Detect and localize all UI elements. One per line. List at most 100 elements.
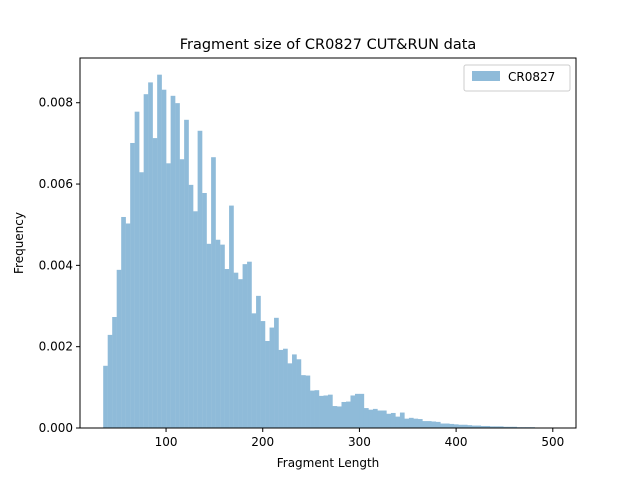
histogram-bar: [220, 245, 225, 428]
histogram-bar: [108, 335, 113, 428]
histogram-bar: [395, 417, 400, 428]
histogram-bar: [436, 422, 441, 428]
histogram-bar: [382, 411, 387, 428]
histogram-bar: [454, 424, 459, 428]
histogram-bar: [247, 262, 252, 428]
histogram-bar: [243, 264, 248, 428]
histogram-bar: [391, 413, 396, 428]
histogram-bar: [445, 424, 450, 428]
x-axis-label: Fragment Length: [277, 456, 380, 470]
chart-title: Fragment size of CR0827 CUT&RUN data: [180, 37, 477, 53]
histogram-bar: [306, 376, 311, 428]
histogram-bar: [238, 279, 243, 428]
y-axis-label: Frequency: [12, 212, 26, 274]
x-tick-label: 500: [541, 435, 564, 449]
histogram-bar: [301, 375, 306, 428]
legend-swatch: [472, 71, 500, 81]
histogram-bar: [198, 131, 203, 428]
histogram-bar: [207, 244, 212, 428]
histogram-bar: [274, 318, 279, 428]
histogram-bar: [288, 363, 293, 428]
histogram-bar: [355, 394, 360, 428]
histogram-bar: [364, 408, 369, 428]
histogram-bar: [319, 396, 324, 428]
histogram-bar: [377, 411, 382, 428]
histogram-bar: [184, 120, 189, 428]
histogram-bar: [211, 157, 216, 428]
y-axis-ticks: 0.000 0.002 0.004 0.006 0.008: [39, 96, 80, 435]
histogram-bar: [413, 419, 418, 428]
y-tick-label: 0.000: [39, 421, 73, 435]
histogram-bar: [112, 317, 117, 428]
histogram-bar: [359, 394, 364, 428]
histogram-bar: [373, 409, 378, 428]
histogram-bar: [292, 354, 297, 428]
histogram-bar: [404, 419, 409, 428]
histogram-bar: [449, 424, 454, 428]
histogram-bar: [148, 82, 153, 428]
histogram-bar: [153, 138, 158, 428]
histogram-bar: [440, 424, 445, 428]
legend: CR0827: [464, 65, 570, 91]
histogram-bar: [368, 410, 373, 428]
y-tick-label: 0.008: [39, 96, 73, 110]
histogram-bar: [162, 90, 167, 428]
histogram-bar: [130, 143, 135, 428]
histogram-bar: [283, 349, 288, 428]
histogram-bar: [157, 75, 162, 428]
histogram-bar: [135, 112, 140, 428]
histogram-bar: [310, 391, 315, 428]
histogram-bar: [252, 313, 257, 428]
histogram-bar: [193, 211, 198, 428]
histogram-bar: [265, 341, 270, 428]
histogram-bars: [103, 75, 553, 428]
histogram-bar: [279, 350, 284, 428]
histogram-bar: [315, 390, 320, 428]
y-tick-label: 0.004: [39, 258, 73, 272]
histogram-bar: [103, 366, 108, 428]
histogram-bar: [328, 395, 333, 428]
histogram-bar: [229, 206, 234, 428]
histogram-bar: [346, 402, 351, 428]
histogram-bar: [225, 269, 230, 428]
x-axis-ticks: 100 200 300 400 500: [155, 428, 565, 449]
histogram-bar: [431, 421, 436, 428]
y-tick-label: 0.002: [39, 340, 73, 354]
histogram-bar: [234, 273, 239, 428]
histogram-bar: [350, 395, 355, 428]
histogram-bar: [121, 217, 126, 428]
histogram-bar: [386, 414, 391, 428]
y-tick-label: 0.006: [39, 177, 73, 191]
histogram-bar: [409, 418, 414, 428]
histogram-bar: [261, 321, 266, 428]
histogram-bar: [216, 240, 221, 428]
x-tick-label: 100: [155, 435, 178, 449]
x-tick-label: 200: [251, 435, 274, 449]
histogram-bar: [324, 395, 329, 428]
histogram-bar: [418, 419, 423, 428]
histogram-bar: [126, 223, 131, 428]
x-tick-label: 400: [445, 435, 468, 449]
histogram-bar: [180, 159, 185, 428]
histogram-bar: [189, 185, 194, 428]
legend-label: CR0827: [508, 70, 555, 84]
x-tick-label: 300: [348, 435, 371, 449]
histogram-bar: [400, 413, 405, 428]
histogram-bar: [166, 163, 171, 428]
histogram-bar: [297, 359, 302, 428]
histogram-bar: [337, 406, 342, 428]
histogram-bar: [427, 421, 432, 428]
histogram-bar: [341, 402, 346, 428]
histogram-bar: [270, 328, 275, 428]
histogram-bar: [202, 193, 207, 428]
histogram-bar: [422, 421, 427, 428]
histogram-bar: [333, 406, 338, 428]
histogram-bar: [171, 96, 176, 428]
histogram-bar: [144, 94, 149, 428]
histogram-bar: [117, 270, 122, 428]
histogram-bar: [175, 103, 180, 428]
histogram-bar: [256, 296, 261, 428]
histogram-bar: [139, 172, 144, 428]
